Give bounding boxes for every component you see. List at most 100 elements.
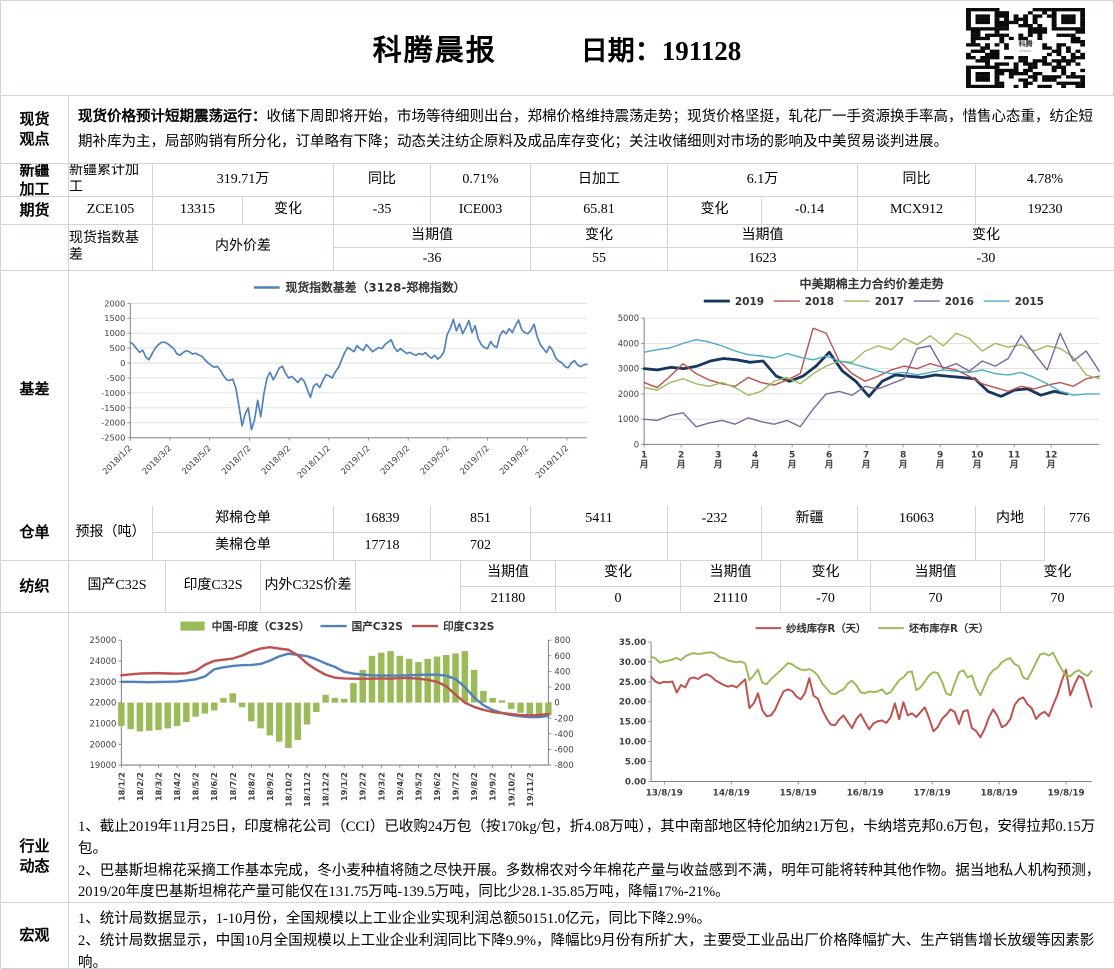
domestic-current-value: 21180 (461, 587, 556, 613)
row-label-textile: 纺织 (1, 561, 69, 613)
svg-text:19000: 19000 (89, 760, 116, 770)
macro-row: 宏观 1、统计局数据显示，1-10月份，全国规模以上工业企业实现利润总额5015… (1, 903, 1114, 969)
svg-text:2019/1/2: 2019/1/2 (338, 443, 371, 476)
svg-text:500: 500 (110, 343, 126, 353)
spot-basis-current-header: 当期值 (334, 225, 531, 248)
svg-text:19/6/2: 19/6/2 (432, 772, 442, 801)
svg-text:18/9/2: 18/9/2 (265, 772, 275, 801)
svg-text:1000: 1000 (104, 328, 125, 338)
svg-text:2018: 2018 (805, 296, 834, 308)
svg-text:1000: 1000 (617, 414, 638, 424)
svg-text:2019/3/2: 2019/3/2 (378, 443, 411, 476)
ice-change-value: -0.14 (762, 197, 858, 225)
svg-text:2019/5/2: 2019/5/2 (418, 443, 451, 476)
spot-view-body: 收储下周即将开始，市场等待细则出台，郑棉价格维持震荡走势；现货价格坚挺，轧花厂一… (78, 109, 1093, 150)
svg-text:2019/7/2: 2019/7/2 (458, 443, 491, 476)
spot-basis-name: 现货指数基差 (69, 225, 153, 271)
svg-text:18/10/2: 18/10/2 (283, 772, 293, 807)
xj-cum-value: 319.71万 (153, 164, 334, 197)
xinjiang-receipt-value: 16063 (858, 506, 976, 533)
svg-text:19/10/2: 19/10/2 (506, 772, 516, 807)
svg-text:0: 0 (633, 439, 638, 449)
industry-item-2: 2、巴基斯坦棉花采摘工作基本完成，冬小麦种植将随之尽快开展。多数棉农对今年棉花产… (78, 862, 1101, 901)
zh-receipt-value: 16839 (334, 506, 431, 533)
cn-us-spread-chart: 0 1000 2000 3000 4000 5000 1 月 2 月 3 月 4 月 5 月 6 月 7 月 8 月 9 月 1… (598, 272, 1112, 508)
svg-text:国产C32S: 国产C32S (352, 620, 403, 633)
svg-text:中国-印度（C32S）: 中国-印度（C32S） (212, 620, 310, 633)
svg-text:2018/11/2: 2018/11/2 (295, 443, 332, 480)
spot-view-text: 现货价格预计短期震荡运行：收储下周即将开始，市场等待细则出台，郑棉价格维持震荡走… (69, 96, 1114, 164)
spread-current-value: 70 (871, 587, 1001, 613)
textile-row: 纺织 国产C32S 当期值 变化 印度C32S 当期值 变化 内外C32S价差 … (1, 561, 1114, 613)
industry-text: 1、截止2019年11月25日，印度棉花公司（CCI）已收购24万包（按170k… (69, 811, 1114, 903)
svg-text:2000: 2000 (104, 298, 125, 308)
inventory-chart: 0.00 5.00 10.00 15.00 20.00 25.00 30.00 35.00 13… (598, 614, 1112, 813)
domestic-change-value: 0 (556, 587, 681, 613)
svg-text:18/12/2: 18/12/2 (321, 772, 331, 807)
inland-receipt-label: 内地 (976, 506, 1045, 533)
svg-text:现货指数基差（3128-郑棉指数）: 现货指数基差（3128-郑棉指数） (286, 280, 466, 294)
svg-text:7月: 7月 (860, 450, 870, 470)
svg-text:2019/11/2: 2019/11/2 (533, 443, 570, 480)
us-receipt-name: 美棉仓单 (153, 533, 334, 561)
svg-text:35.00: 35.00 (619, 638, 646, 648)
svg-text:-600: -600 (554, 744, 573, 754)
row-label-xinjiang: 新疆 加工 (1, 164, 69, 197)
row-label-warehouse: 仓单 (1, 506, 69, 561)
svg-text:-200: -200 (554, 713, 573, 723)
svg-text:19/5/2: 19/5/2 (413, 772, 423, 801)
us-receipt-value: 17718 (334, 533, 431, 561)
zce-change-label: 变化 (243, 197, 334, 225)
svg-text:2018/1/2: 2018/1/2 (100, 443, 133, 476)
svg-text:4000: 4000 (617, 338, 638, 348)
svg-text:9月: 9月 (934, 450, 944, 470)
svg-text:18/8/19: 18/8/19 (980, 788, 1017, 798)
svg-text:25.00: 25.00 (619, 678, 646, 688)
xj-daily-yoy-value: 4.78% (976, 164, 1114, 197)
spot-view-lead: 现货价格预计短期震荡运行： (78, 109, 267, 125)
svg-text:19/9/2: 19/9/2 (488, 772, 498, 801)
spread-current-header: 当期值 (871, 561, 1001, 587)
svg-text:11月: 11 月 (1008, 450, 1021, 470)
industry-item-1: 1、截止2019年11月25日，印度棉花公司（CCI）已收购24万包（按170k… (78, 819, 1096, 857)
svg-text:-1000: -1000 (101, 388, 125, 398)
warehouse-receipt-row: 仓单 郑棉仓单 16839 851 预报（吨） 5411 -232 新疆 160… (1, 506, 1114, 561)
svg-text:20000: 20000 (89, 739, 116, 749)
svg-text:0: 0 (120, 358, 125, 368)
svg-text:15/8/19: 15/8/19 (779, 788, 816, 798)
svg-text:10月: 10 月 (971, 450, 984, 470)
svg-text:-2500: -2500 (101, 433, 125, 443)
textile-charts-area: 19000 20000 21000 22000 23000 24000 25000 -800 -… (69, 613, 1114, 816)
svg-text:24000: 24000 (89, 656, 116, 666)
svg-text:22000: 22000 (89, 698, 116, 708)
svg-text:19/8/2: 19/8/2 (469, 772, 479, 801)
svg-text:13/8/19: 13/8/19 (645, 788, 682, 798)
svg-text:-400: -400 (554, 729, 573, 739)
xj-daily-value: 6.1万 (668, 164, 858, 197)
page-title: 科腾晨报 (372, 35, 497, 67)
inout-current-header: 当期值 (668, 225, 858, 248)
svg-text:3000: 3000 (617, 364, 638, 374)
xinjiang-receipt-label: 新疆 (762, 506, 858, 533)
xj-yoy-value: 0.71% (431, 164, 531, 197)
svg-text:KETENG: KETENG (1020, 49, 1033, 53)
svg-text:4月: 4月 (749, 450, 759, 470)
svg-text:15.00: 15.00 (619, 718, 646, 728)
spot-basis-chart: -2500 -2000 -1500 -1000 -500 0 500 1000 1500 2000… (71, 272, 598, 508)
row-label-basis: 基差 (1, 271, 69, 510)
empty-cell (762, 533, 858, 561)
svg-text:2018/5/2: 2018/5/2 (180, 443, 213, 476)
svg-text:800: 800 (554, 635, 570, 645)
svg-text:18/5/2: 18/5/2 (191, 772, 201, 801)
basis-table-row: 现货指数基差 当期值 变化 内外价差 当期值 变化 -36 55 1623 -3… (1, 225, 1114, 271)
svg-text:0: 0 (554, 698, 559, 708)
svg-text:2018/3/2: 2018/3/2 (140, 443, 173, 476)
xj-yoy-label: 同比 (334, 164, 431, 197)
svg-text:中美期棉主力合约价差走势: 中美期棉主力合约价差走势 (799, 276, 943, 291)
svg-text:-2000: -2000 (101, 418, 125, 428)
mcx-price: 19230 (976, 197, 1114, 225)
report-header: 科腾晨报 日期：191128 科腾 KETENG (1, 1, 1114, 96)
svg-text:6月: 6月 (823, 450, 833, 470)
ice-contract: ICE003 (431, 197, 531, 225)
svg-text:18/2/2: 18/2/2 (135, 772, 145, 801)
